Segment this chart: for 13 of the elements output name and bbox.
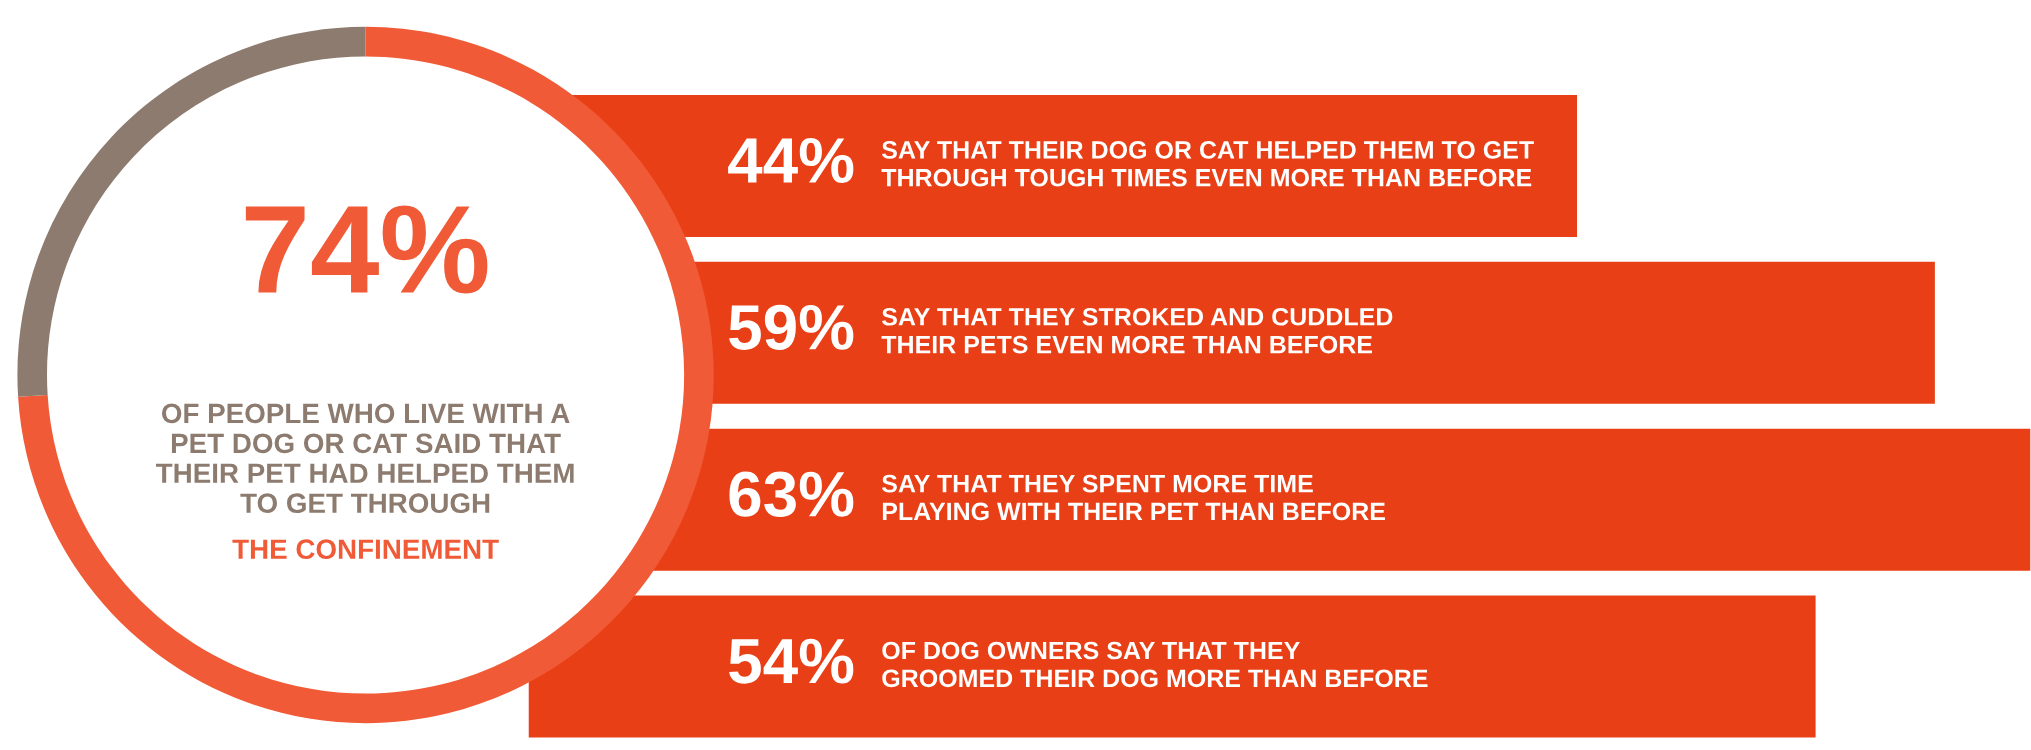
y-tick-label: SAY THAT THEY STROKED AND CUDDLED THEIR PETS EVEN MORE THAN BEFORE bbox=[881, 307, 1393, 354]
y-tick-label: SAY THAT THEIR DOG OR CAT HELPED THEM TO GET THROUGH TOUGH TIMES EVEN MORE THAN BEFORE bbox=[881, 141, 1534, 187]
donut-slice bbox=[18, 26, 714, 724]
data-label: 54% bbox=[729, 638, 854, 684]
y-tick-label: SAY THAT THEY SPENT MORE TIME PLAYING WITH THEIR PET THAN BEFORE bbox=[881, 474, 1385, 521]
data-label: 74% bbox=[245, 205, 488, 294]
data-label: 63% bbox=[729, 471, 854, 517]
y-tick-label: OF DOG OWNERS SAY THAT THEY GROOMED THEIR DOG MORE THAN BEFORE bbox=[882, 641, 1428, 688]
data-label: 59% bbox=[729, 304, 854, 350]
data-label: 44% bbox=[728, 138, 854, 183]
annotation: OF PEOPLE WHO LIVE WITH A PET DOG OR CAT SAID THAT THEIR PET HAD HELPED THEM TO GET THROUGH bbox=[156, 403, 574, 514]
text: THE CONFINEMENT bbox=[232, 539, 499, 560]
bar bbox=[528, 594, 1817, 740]
